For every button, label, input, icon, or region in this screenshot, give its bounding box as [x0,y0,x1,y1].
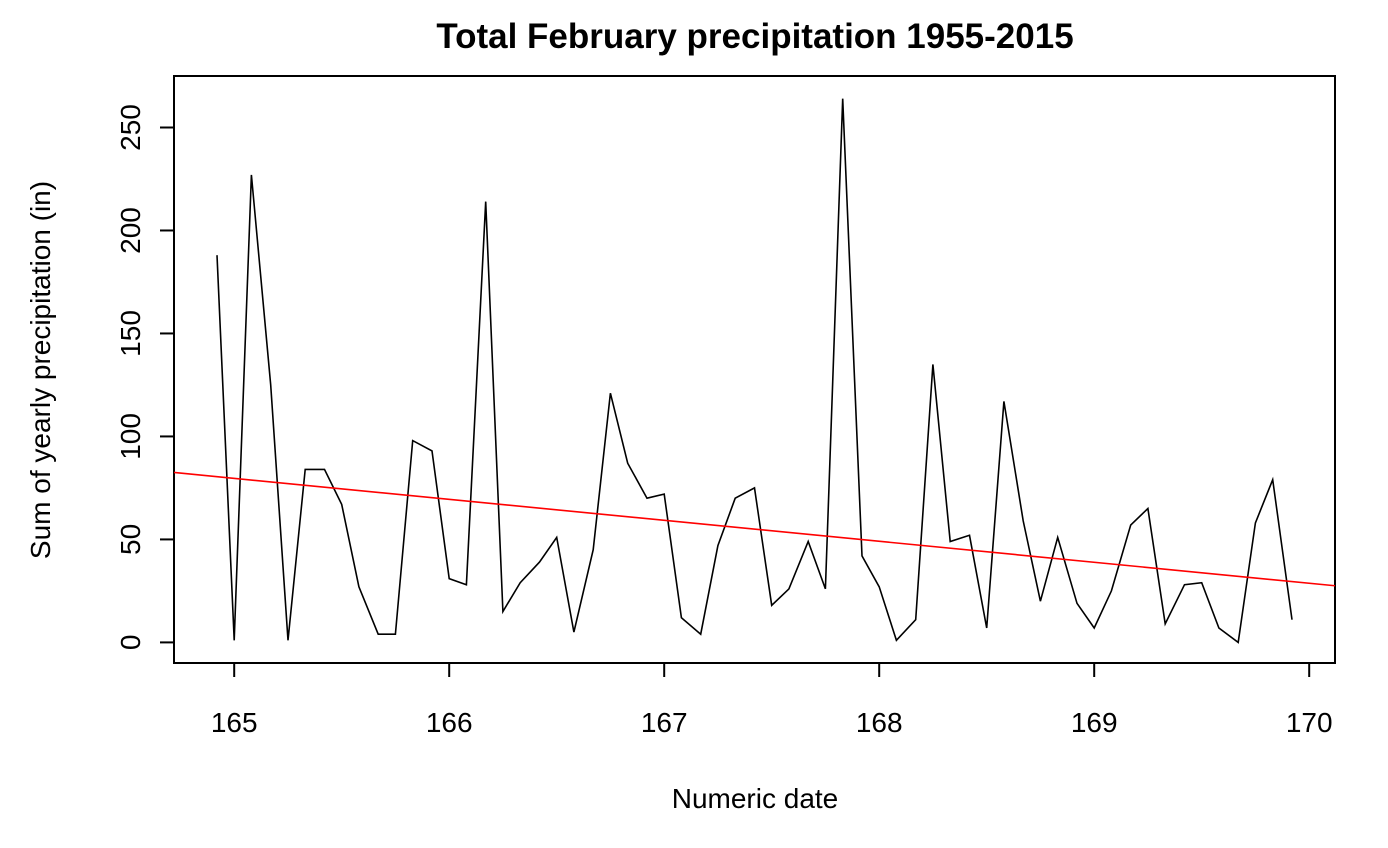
x-tick-label: 170 [1286,707,1333,738]
series-group [173,98,1336,644]
y-tick-label: 250 [115,104,146,151]
x-tick-label: 167 [641,707,688,738]
x-axis-label: Numeric date [672,783,839,814]
y-axis-label: Sum of yearly precipitation (in) [25,181,56,559]
x-tick-label: 169 [1071,707,1118,738]
y-tick-label: 50 [115,524,146,555]
plot-frame [173,75,1336,664]
y-tick-label: 200 [115,207,146,254]
y-tick-label: 0 [115,635,146,651]
x-tick-label: 165 [211,707,258,738]
x-axis: 165 166 167 168 169 170 [211,663,1333,738]
trend-line [173,471,1336,587]
precipitation-series-line [216,98,1293,644]
chart-title: Total February precipitation 1955-2015 [436,17,1073,56]
x-tick-label: 166 [426,707,473,738]
x-tick-label: 168 [856,707,903,738]
y-tick-label: 150 [115,310,146,357]
y-axis: 0 50 100 150 200 250 [115,104,174,650]
y-tick-label: 100 [115,413,146,460]
